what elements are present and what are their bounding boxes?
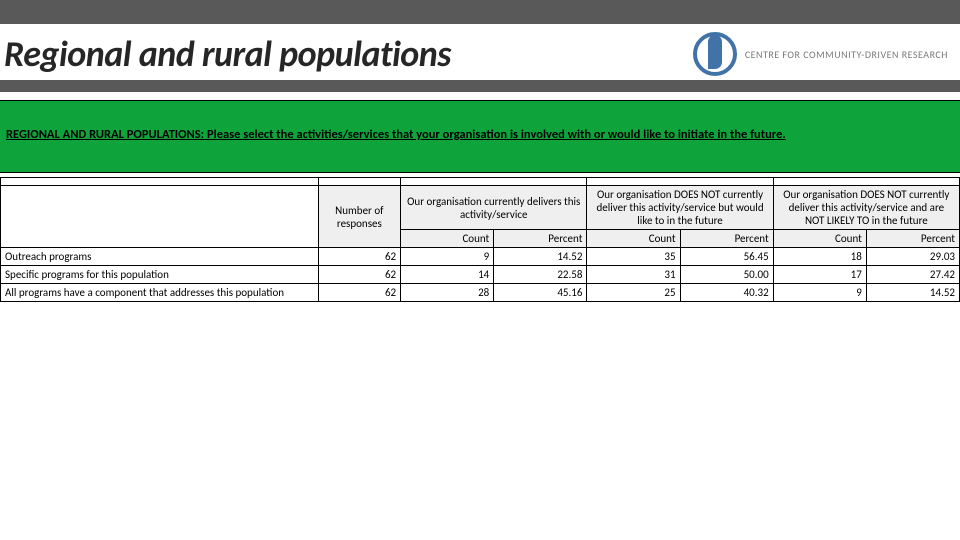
header-row: Regional and rural populations CENTRE FO… [0,24,960,92]
cell: 28 [401,284,494,302]
cell: 62 [318,248,401,266]
band-rest: Please select the activities/services th… [204,127,786,142]
cell: 62 [318,266,401,284]
sub-percent-1: Percent [494,230,587,248]
cell: 50.00 [680,266,773,284]
cell: 40.32 [680,284,773,302]
question-band: REGIONAL AND RURAL POPULATIONS: Please s… [0,100,960,173]
cell: 27.42 [866,266,959,284]
cell: 62 [318,284,401,302]
table-row: All programs have a component that addre… [1,284,960,302]
cell: 22.58 [494,266,587,284]
band-lead: REGIONAL AND RURAL POPULATIONS: [6,127,204,142]
col-group-notlikely: Our organisation DOES NOT currently deli… [773,186,959,230]
table-row: Specific programs for this population 62… [1,266,960,284]
rowlabel-header [1,186,319,248]
cell: 35 [587,248,680,266]
cell: 17 [773,266,866,284]
row-label: Specific programs for this population [1,266,319,284]
col-group-wouldlike: Our organisation DOES NOT currently deli… [587,186,773,230]
col-group-delivers: Our organisation currently delivers this… [401,186,587,230]
cell: 45.16 [494,284,587,302]
row-label: All programs have a component that addre… [1,284,319,302]
table-wrap: Number of responses Our organisation cur… [0,173,960,302]
cell: 18 [773,248,866,266]
cell: 31 [587,266,680,284]
group-header-row: Number of responses Our organisation cur… [1,186,960,230]
cell: 14 [401,266,494,284]
sub-count-1: Count [401,230,494,248]
sub-percent-3: Percent [866,230,959,248]
spacer-row [1,178,960,186]
org-logo: CENTRE FOR COMMUNITY-DRIVEN RESEARCH [693,32,956,76]
cell: 25 [587,284,680,302]
top-bar [0,0,960,24]
cell: 14.52 [866,284,959,302]
sub-count-2: Count [587,230,680,248]
row-label: Outreach programs [1,248,319,266]
sub-count-3: Count [773,230,866,248]
cell: 14.52 [494,248,587,266]
cell: 9 [401,248,494,266]
logo-mark-icon [693,32,737,76]
logo-text: CENTRE FOR COMMUNITY-DRIVEN RESEARCH [745,48,948,61]
page-title: Regional and rural populations [4,32,451,76]
results-table: Number of responses Our organisation cur… [0,177,960,302]
cell: 29.03 [866,248,959,266]
cell: 56.45 [680,248,773,266]
sub-percent-2: Percent [680,230,773,248]
table-row: Outreach programs 62 9 14.52 35 56.45 18… [1,248,960,266]
cell: 9 [773,284,866,302]
col-responses: Number of responses [318,186,401,248]
